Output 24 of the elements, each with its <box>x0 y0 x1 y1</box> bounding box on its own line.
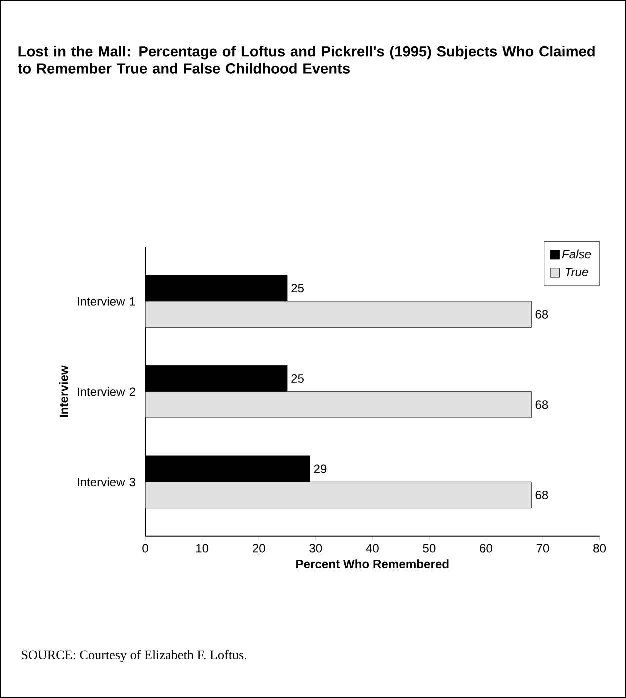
x-tick-label: 30 <box>309 544 322 553</box>
x-tick-label: 60 <box>480 544 492 553</box>
source-note: SOURCE: Courtesy of Elizabeth F. Loftus. <box>22 650 246 662</box>
x-tick-label: 20 <box>252 544 266 553</box>
x-axis-title: Percent Who Remembered <box>296 560 449 569</box>
data-label: 68 <box>536 310 548 319</box>
data-label: 29 <box>314 464 326 474</box>
x-tick-label: 40 <box>366 544 379 553</box>
y-tick-label: Interview 3 <box>78 478 136 487</box>
legend-label: False <box>562 250 591 259</box>
x-tick-label: 70 <box>536 544 550 553</box>
data-label: 68 <box>536 490 548 500</box>
x-tick-label: 10 <box>196 544 208 553</box>
chart-title: Lost in the Mall: Percentage of Loftus and Pickrell's (1995) Subjects Who Claimed to Remember True and False Childhood Events <box>18 46 595 74</box>
data-label: 25 <box>291 374 304 383</box>
legend-label: True <box>566 268 588 277</box>
data-label: 25 <box>291 284 304 293</box>
data-label: 68 <box>536 400 548 410</box>
x-tick-label: 80 <box>593 544 606 553</box>
y-tick-label: Interview 2 <box>78 387 136 396</box>
y-tick-label: Interview 1 <box>78 297 136 306</box>
y-axis-title: Interview <box>59 366 68 418</box>
x-tick-label: 50 <box>422 544 436 553</box>
x-tick-label: 0 <box>142 544 148 553</box>
